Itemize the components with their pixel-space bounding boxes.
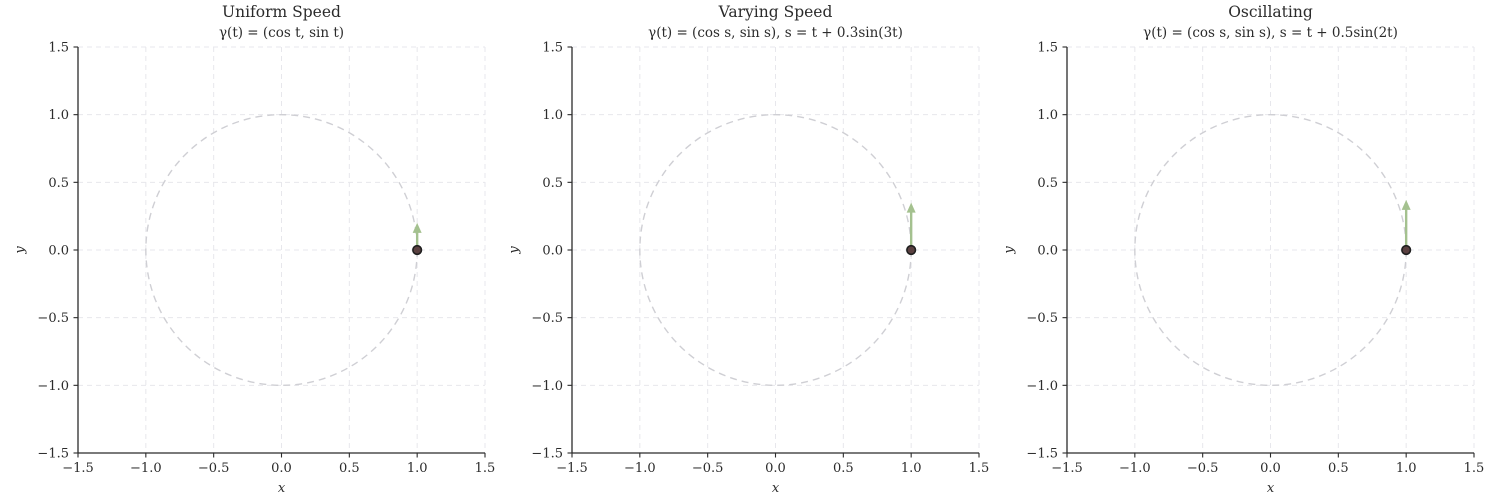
velocity-arrow-head [906, 202, 916, 213]
y-tick-label: 1.0 [542, 108, 563, 123]
x-tick-label: 0.5 [833, 461, 854, 476]
x-tick-label: −1.5 [62, 461, 94, 476]
y-tick-label: −1.0 [1026, 379, 1058, 394]
y-tick-label: −0.5 [37, 311, 69, 326]
velocity-arrow-head [412, 222, 422, 233]
y-axis-label: y [1002, 246, 1017, 255]
panel-subtitle: γ(t) = (cos s, sin s), s = t + 0.5sin(2t… [1143, 25, 1398, 41]
panel-varying-speed: Varying Speed γ(t) = (cos s, sin s), s =… [507, 3, 989, 496]
x-tick-label: 1.0 [407, 461, 428, 476]
panel-title: Varying Speed [718, 3, 833, 21]
y-axis-label: y [507, 246, 522, 255]
y-axis-label: y [13, 246, 28, 255]
plot-area: −1.5 −1.0 −0.5 0.0 0.5 1.0 1.5 −1.5 −1.0 −0.5 0.0 0… [37, 41, 495, 477]
x-axis-label: x [278, 481, 286, 496]
x-tick-label: −0.5 [198, 461, 230, 476]
y-tick-label: −1.5 [1026, 447, 1058, 462]
y-tick-label: −1.5 [37, 447, 69, 462]
y-tick-label: 1.5 [48, 41, 69, 56]
x-tick-label: −1.5 [556, 461, 588, 476]
particle-point [906, 244, 917, 256]
x-tick-label: −1.0 [624, 461, 656, 476]
x-tick-label: −0.5 [692, 461, 724, 476]
panel-subtitle: γ(t) = (cos s, sin s), s = t + 0.3sin(3t… [648, 25, 903, 41]
x-axis-label: x [772, 481, 780, 496]
panel-oscillating: Oscillating γ(t) = (cos s, sin s), s = t… [1002, 3, 1484, 496]
x-tick-label: −1.0 [130, 461, 162, 476]
x-tick-label: −1.0 [1119, 461, 1151, 476]
y-tick-label: 0.5 [1037, 176, 1058, 191]
x-tick-label: 1.5 [475, 461, 496, 476]
y-tick-label: 0.0 [1037, 244, 1058, 259]
y-tick-label: 1.5 [542, 41, 563, 56]
y-tick-label: 1.5 [1037, 41, 1058, 56]
y-tick-label: 1.0 [48, 108, 69, 123]
y-tick-label: −0.5 [1026, 311, 1058, 326]
x-tick-label: 0.0 [1260, 461, 1281, 476]
x-tick-label: 0.5 [1328, 461, 1349, 476]
plot-area: −1.5 −1.0 −0.5 0.0 0.5 1.0 1.5 −1.5 −1.0 −0.5 0.0 0… [1026, 41, 1484, 477]
y-tick-label: −1.0 [531, 379, 563, 394]
particle-point [1401, 244, 1412, 256]
y-tick-label: 1.0 [1037, 108, 1058, 123]
y-tick-label: −0.5 [531, 311, 563, 326]
y-tick-label: −1.0 [37, 379, 69, 394]
particle-point [412, 244, 423, 256]
x-tick-label: 0.0 [271, 461, 292, 476]
plot-area: −1.5 −1.0 −0.5 0.0 0.5 1.0 1.5 −1.5 −1.0 −0.5 0.0 0… [531, 41, 989, 477]
x-tick-label: −0.5 [1187, 461, 1219, 476]
y-tick-label: −1.5 [531, 447, 563, 462]
panel-subtitle: γ(t) = (cos t, sin t) [219, 25, 344, 41]
x-tick-label: 1.0 [1396, 461, 1417, 476]
x-axis-label: x [1267, 481, 1275, 496]
y-tick-label: 0.5 [542, 176, 563, 191]
x-tick-label: 1.0 [901, 461, 922, 476]
panel-title: Uniform Speed [222, 3, 341, 21]
x-tick-label: 0.5 [339, 461, 360, 476]
panel-title: Oscillating [1228, 3, 1313, 21]
y-tick-label: 0.5 [48, 176, 69, 191]
y-tick-label: 0.0 [542, 244, 563, 259]
velocity-arrow-head [1401, 199, 1411, 210]
y-tick-label: 0.0 [48, 244, 69, 259]
x-tick-label: 0.0 [765, 461, 786, 476]
x-tick-label: −1.5 [1051, 461, 1083, 476]
panel-uniform-speed: Uniform Speed γ(t) = (cos t, sin t) x y … [13, 3, 495, 496]
x-tick-label: 1.5 [969, 461, 990, 476]
x-tick-label: 1.5 [1464, 461, 1485, 476]
